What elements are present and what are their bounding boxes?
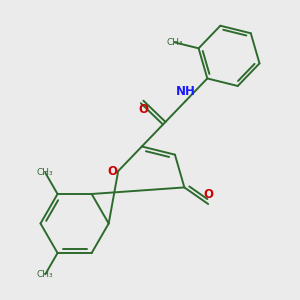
Text: CH₃: CH₃ [37,168,54,177]
Text: O: O [107,165,117,178]
Text: CH₃: CH₃ [37,270,54,279]
Text: O: O [138,103,148,116]
Text: O: O [203,188,213,201]
Text: CH₃: CH₃ [167,38,183,47]
Text: NH: NH [176,85,196,98]
